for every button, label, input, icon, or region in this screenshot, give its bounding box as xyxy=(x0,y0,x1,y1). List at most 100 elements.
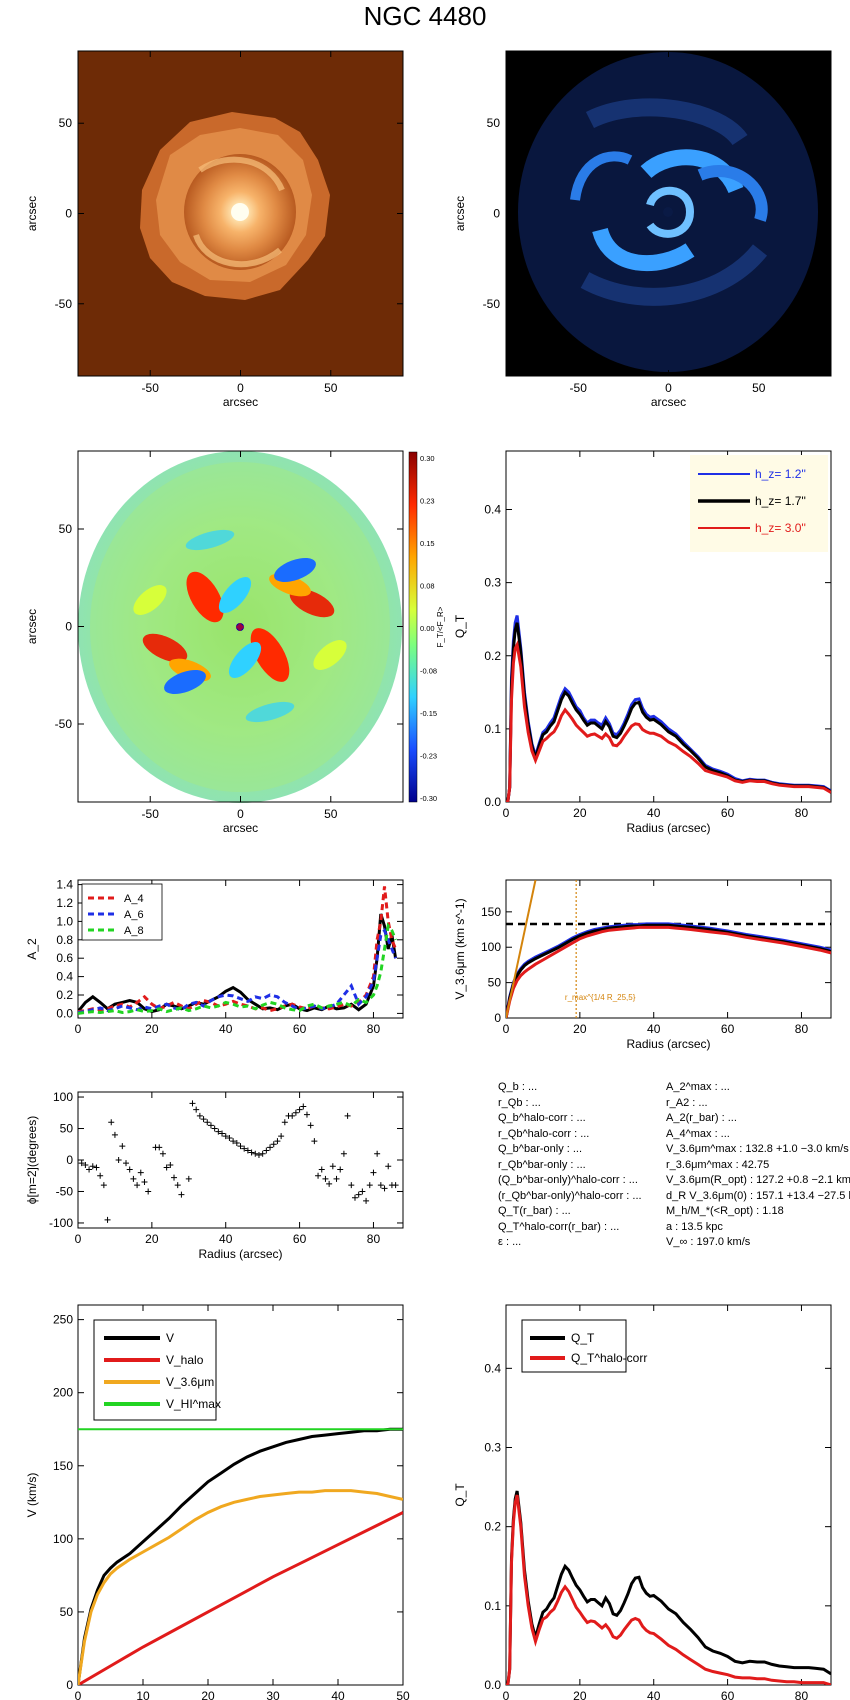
param-row: r_Qb^halo-corr : ... xyxy=(498,1127,590,1140)
y-tick-label: 1.4 xyxy=(56,878,73,892)
y-axis-label: ϕ[m=2](degrees) xyxy=(25,1116,39,1204)
data-point xyxy=(385,1163,392,1170)
data-point xyxy=(167,1162,174,1169)
panel-phase: 0 20 40 60 80 -100 -50 0 50 100 Radius (arcsec) ϕ[m… xyxy=(25,1090,404,1261)
legend-label: V xyxy=(166,1331,174,1345)
data-point xyxy=(392,1182,399,1189)
data-point xyxy=(126,1166,133,1173)
data-point xyxy=(82,1162,89,1169)
panel-force-map: 0.30 0.23 0.15 0.08 0.00 -0.08 -0.15 -0.23 -0.30… xyxy=(25,450,445,835)
x-tick-label: 20 xyxy=(573,1022,587,1036)
x-tick-label: 10 xyxy=(136,1689,150,1700)
data-point xyxy=(219,1130,226,1137)
x-axis-label: Radius (arcsec) xyxy=(198,1247,282,1261)
x-tick-label: 40 xyxy=(647,1689,661,1700)
data-point xyxy=(207,1122,214,1129)
x-tick-label: 0 xyxy=(75,1232,82,1246)
x-tick-label: -50 xyxy=(142,381,160,395)
data-point xyxy=(171,1174,178,1181)
y-axis-label: arcsec xyxy=(25,609,39,644)
data-point xyxy=(226,1134,233,1141)
residual-image-axes: -50 0 50 50 0 -50 arcsec arcsec xyxy=(453,51,831,409)
y-axis-label: arcsec xyxy=(25,196,39,231)
param-row: (Q_b^bar-only)^halo-corr : ... xyxy=(498,1174,638,1186)
data-point xyxy=(315,1172,322,1179)
data-point xyxy=(141,1179,148,1186)
y-tick-label: 100 xyxy=(481,940,501,954)
y-tick-label: 0.6 xyxy=(56,951,73,965)
data-point xyxy=(222,1133,229,1140)
x-tick-label: 20 xyxy=(145,1232,159,1246)
y-tick-label: 250 xyxy=(53,1313,73,1327)
param-row: (r_Qb^bar-only)^halo-corr : ... xyxy=(498,1189,642,1202)
colorbar-tick-label: -0.30 xyxy=(420,794,437,803)
data-point xyxy=(93,1164,100,1171)
colorbar-ticks: 0.30 0.23 0.15 0.08 0.00 -0.08 -0.15 -0.23 -0.30… xyxy=(420,454,445,803)
x-axis-label: arcsec xyxy=(651,395,686,409)
x-tick-label: 0 xyxy=(237,381,244,395)
data-point xyxy=(111,1131,118,1138)
colorbar-tick-label: -0.15 xyxy=(420,709,437,718)
data-point xyxy=(381,1185,388,1192)
y-tick-label: 150 xyxy=(481,905,501,919)
x-tick-label: 80 xyxy=(367,1022,381,1036)
param-row: A_2^max : ... xyxy=(666,1081,730,1093)
y-tick-label: 0.8 xyxy=(56,933,73,947)
params-left-column: Q_b : ... r_Qb : ... Q_b^halo-corr : ...… xyxy=(498,1080,642,1251)
y-tick-label: 0 xyxy=(493,207,500,221)
data-point xyxy=(322,1175,329,1182)
plot-frame xyxy=(77,1091,404,1229)
data-point xyxy=(86,1166,93,1173)
data-point xyxy=(97,1172,104,1179)
series-line xyxy=(506,925,831,1018)
x-tick-label: -50 xyxy=(570,381,588,395)
data-point xyxy=(204,1119,211,1126)
y-tick-label: 200 xyxy=(53,1386,73,1400)
y-tick-label: 50 xyxy=(488,976,502,990)
data-point xyxy=(366,1182,373,1189)
data-point xyxy=(374,1150,381,1157)
data-point xyxy=(296,1106,303,1113)
x-axis-label: arcsec xyxy=(223,821,258,835)
param-row: Q_b : ... xyxy=(498,1081,538,1093)
data-point xyxy=(237,1143,244,1150)
param-row: r_3.6μm^max : 42.75 xyxy=(666,1158,770,1171)
legend-label: h_z= 1.7'' xyxy=(755,494,806,508)
y-tick-label: 0 xyxy=(66,1678,73,1692)
param-row: A_4^max : ... xyxy=(666,1127,730,1140)
y-tick-label: 50 xyxy=(60,1122,74,1136)
colorbar-tick-label: 0.23 xyxy=(420,497,435,506)
y-axis-label: A_2 xyxy=(25,938,39,960)
x-tick-label: 30 xyxy=(266,1689,280,1700)
data-point xyxy=(377,1182,384,1189)
residual-spiral xyxy=(518,52,818,372)
force-map-axes: -50 0 50 50 0 -50 arcsec arcsec xyxy=(25,451,403,835)
params-right-column: A_2^max : ... r_A2 : ... A_2(r_bar) : ..… xyxy=(666,1080,850,1251)
x-tick-label: 80 xyxy=(795,806,809,820)
colorbar-tick-label: 0.30 xyxy=(420,454,435,463)
data-point xyxy=(230,1138,237,1145)
y-tick-label: -50 xyxy=(55,717,73,731)
y-tick-label: 0.1 xyxy=(484,722,501,736)
y-tick-label: 0.4 xyxy=(56,970,73,984)
x-tick-label: 60 xyxy=(293,1022,307,1036)
galaxy-disk xyxy=(140,112,330,300)
param-row: Q_b^halo-corr : ... xyxy=(498,1112,586,1124)
y-axis-label: Q_T xyxy=(453,614,467,638)
panel-residual-image: -50 0 50 50 0 -50 arcsec arcsec xyxy=(453,50,832,409)
y-tick-label: 1.2 xyxy=(56,896,73,910)
legend-label: V_3.6μm xyxy=(166,1375,214,1389)
legend-label: A_4 xyxy=(124,893,144,905)
series-line xyxy=(506,1494,831,1685)
series-line xyxy=(78,1489,403,1685)
data-point xyxy=(307,1122,314,1129)
panel-v36: 0 20 40 60 80 0 50 100 150 Radius (arcsec) V_3.6μm… xyxy=(453,879,832,1051)
y-tick-label: 0.0 xyxy=(484,795,501,809)
param-row: V_∞ : 197.0 km/s xyxy=(666,1236,751,1248)
data-point xyxy=(355,1191,362,1198)
data-point xyxy=(303,1111,310,1118)
data-point xyxy=(311,1138,318,1145)
legend-box xyxy=(81,883,163,941)
data-point xyxy=(104,1216,111,1223)
